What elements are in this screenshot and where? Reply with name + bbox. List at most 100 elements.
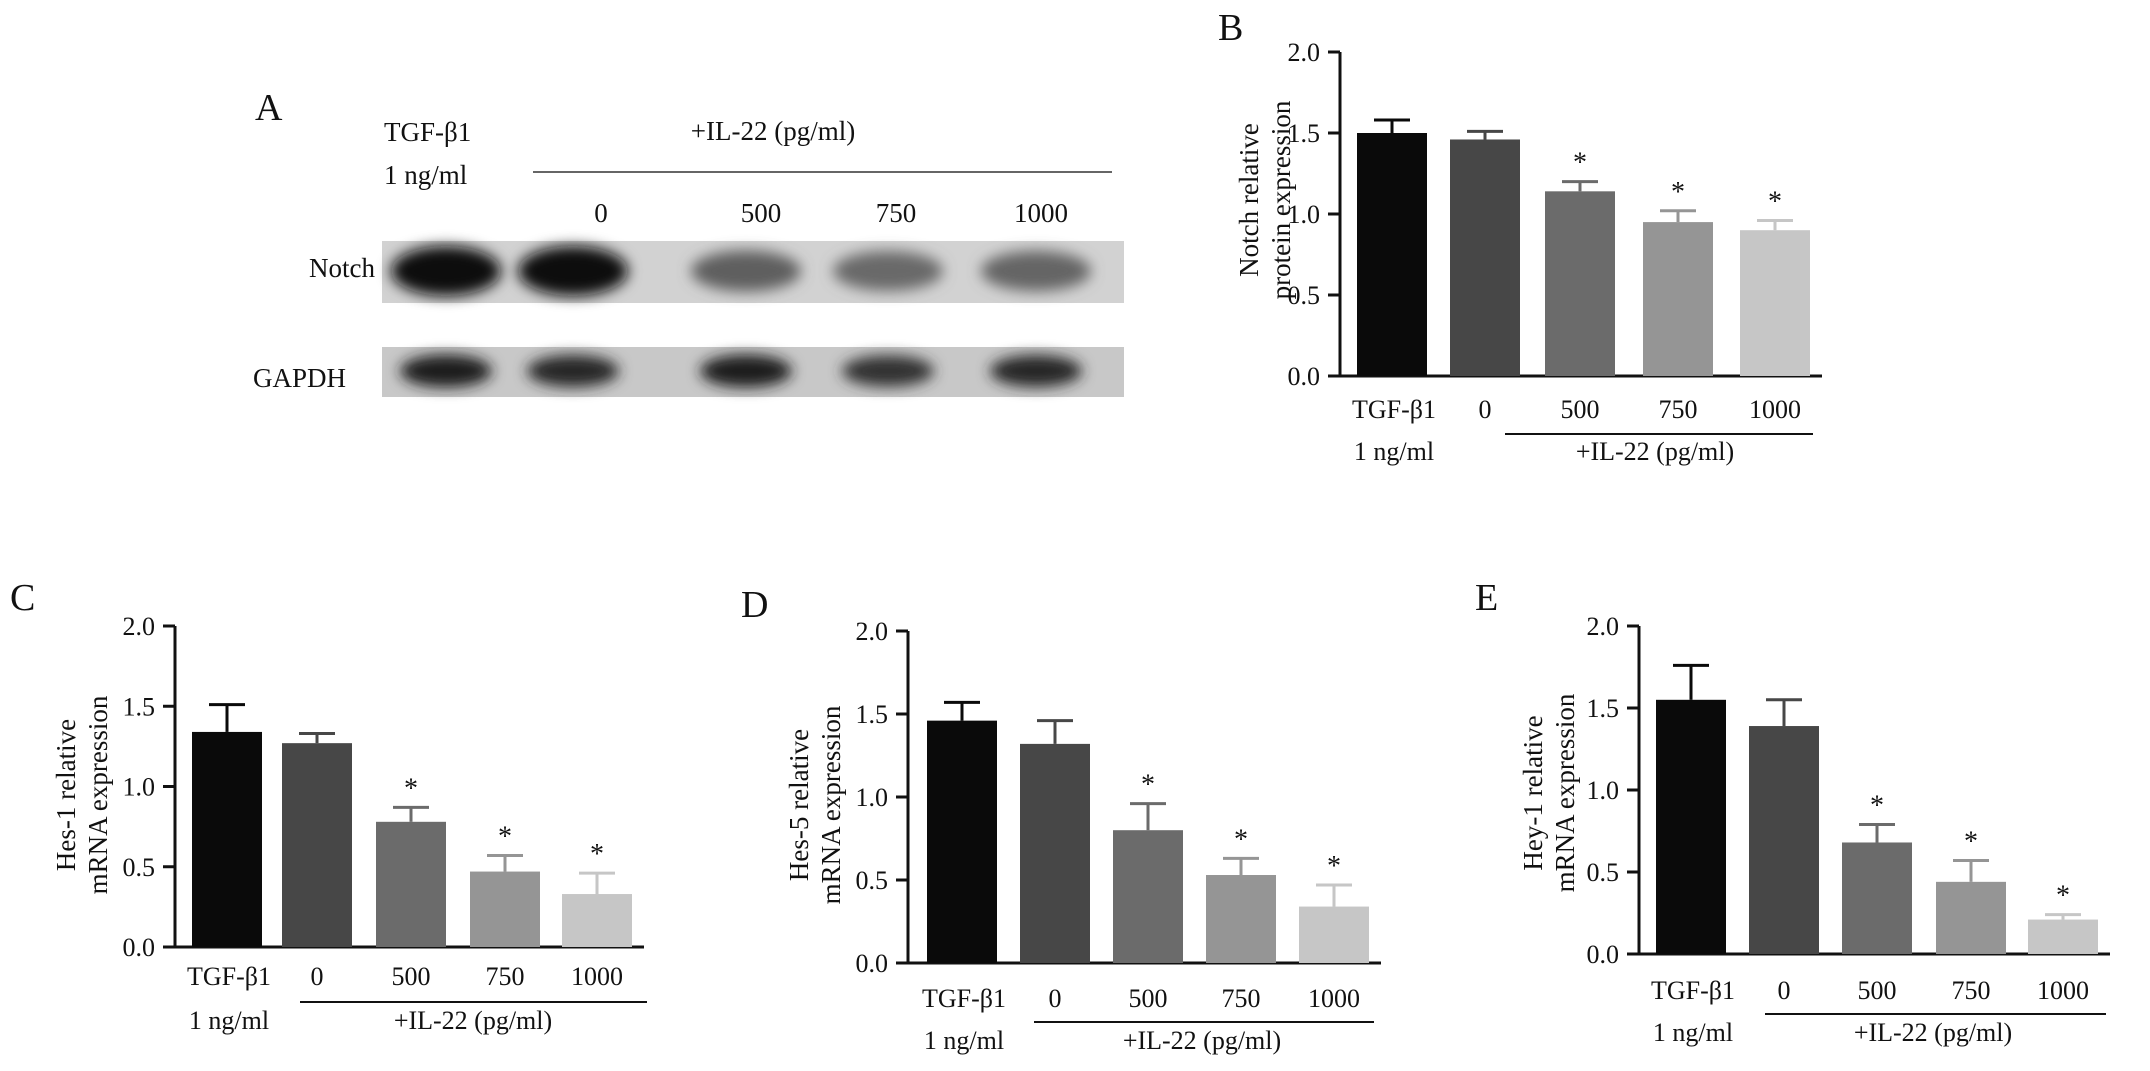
blot-bands-notch	[391, 246, 1091, 296]
y-tick-label: 1.0	[1587, 776, 1620, 805]
bar	[562, 894, 632, 947]
chart-panel-c: C 0.0 0.5 1.0 1.5 2.0 Hes-1 relative mRNA expr…	[10, 577, 647, 1035]
x-tick-label: 0	[1778, 976, 1791, 1005]
y-tick-label: 2.0	[856, 617, 889, 646]
significance-marker: *	[1870, 790, 1884, 821]
significance-marker: *	[1964, 827, 1978, 858]
x-tick-label: 500	[1129, 984, 1168, 1013]
x-tick-label: 500	[1561, 395, 1600, 424]
x-tick-label: 1000	[571, 962, 623, 991]
y-axis-title: Hey-1 relative	[1518, 715, 1548, 870]
blot-band	[700, 354, 792, 388]
bar	[1842, 842, 1912, 954]
y-axis-title: protein expression	[1266, 100, 1296, 299]
bar	[1299, 906, 1369, 963]
y-tick-label: 2.0	[1288, 38, 1321, 67]
panel-label-a: A	[255, 87, 283, 129]
x-sub-label: 1 ng/ml	[924, 1026, 1004, 1055]
x-tick-label: TGF-β1	[1352, 395, 1436, 424]
significance-marker: *	[404, 773, 418, 804]
blot-band	[833, 251, 943, 291]
x-tick-label: 500	[392, 962, 431, 991]
y-tick-label: 2.0	[123, 612, 156, 641]
y-tick-label: 0.5	[1288, 281, 1321, 310]
x-tick-label: 750	[1952, 976, 1991, 1005]
blot-band	[518, 246, 628, 296]
blot-band	[981, 250, 1091, 292]
significance-marker: *	[590, 839, 604, 870]
y-tick-label: 0.5	[856, 866, 889, 895]
x-tick-label: 1000	[2037, 976, 2089, 1005]
bar	[192, 731, 262, 947]
y-axis-title: mRNA expression	[83, 695, 113, 894]
x-tick-label: 0	[1479, 395, 1492, 424]
blot-dose-label: 0	[594, 198, 608, 228]
bar	[470, 871, 540, 947]
y-tick-label: 2.0	[1587, 612, 1620, 641]
blot-band	[691, 250, 801, 292]
bar	[1020, 743, 1090, 963]
y-tick-label: 0.0	[123, 933, 156, 962]
x-tick-label: 750	[1659, 395, 1698, 424]
bar	[1740, 230, 1810, 376]
x-tick-label: 1000	[1308, 984, 1360, 1013]
x-sub-label: 1 ng/ml	[1354, 437, 1434, 466]
bar	[1643, 222, 1713, 376]
y-tick-label: 0.0	[1288, 362, 1321, 391]
x-group-label: +IL-22 (pg/ml)	[1576, 437, 1734, 466]
significance-marker: *	[1671, 177, 1685, 208]
blot-treatment-dose: 1 ng/ml	[384, 160, 467, 190]
panel-label-d: D	[741, 584, 768, 626]
bar	[1450, 139, 1520, 376]
x-sub-label: 1 ng/ml	[1653, 1018, 1733, 1047]
x-tick-label: TGF-β1	[187, 962, 271, 991]
y-tick-label: 1.0	[123, 773, 156, 802]
chart-panel-e: E 0.0 0.5 1.0 1.5 2.0 Hey-1 relative mRNA expr…	[1475, 577, 2110, 1047]
y-tick-label: 1.5	[1587, 694, 1620, 723]
blot-group-label: +IL-22 (pg/ml)	[691, 116, 855, 146]
significance-marker: *	[2056, 881, 2070, 912]
x-tick-label: 500	[1858, 976, 1897, 1005]
y-axis-title: Notch relative	[1234, 123, 1264, 277]
y-tick-label: 1.5	[1288, 119, 1321, 148]
x-tick-label: 0	[1049, 984, 1062, 1013]
y-tick-label: 1.5	[856, 700, 889, 729]
significance-marker: *	[1234, 824, 1248, 855]
blot-treatment-label: TGF-β1	[384, 117, 471, 147]
blot-dose-label: 500	[741, 198, 782, 228]
bar	[376, 821, 446, 947]
x-tick-label: TGF-β1	[1651, 976, 1735, 1005]
chart-panel-d: D 0.0 0.5 1.0 1.5 2.0 Hes-5 relative mRNA expr…	[741, 584, 1381, 1055]
bar	[1936, 881, 2006, 954]
bar	[1749, 726, 1819, 954]
blot-band	[391, 246, 501, 296]
x-tick-label: 1000	[1749, 395, 1801, 424]
significance-marker: *	[1327, 851, 1341, 882]
y-axis-title: Hes-5 relative	[784, 729, 814, 881]
x-tick-label: 750	[486, 962, 525, 991]
y-axis-title: mRNA expression	[1550, 693, 1580, 892]
y-tick-label: 1.5	[123, 692, 156, 721]
bar	[1113, 830, 1183, 963]
panel-label-b: B	[1218, 7, 1243, 49]
blot-band	[990, 355, 1082, 387]
y-axis-title: mRNA expression	[816, 705, 846, 904]
x-group-label: +IL-22 (pg/ml)	[394, 1006, 552, 1035]
blot-row-label-gapdh: GAPDH	[253, 363, 346, 393]
y-tick-label: 0.5	[1587, 858, 1620, 887]
significance-marker: *	[1573, 148, 1587, 179]
x-group-label: +IL-22 (pg/ml)	[1854, 1018, 2012, 1047]
significance-marker: *	[1141, 770, 1155, 801]
blot-bands-gapdh	[400, 354, 1082, 388]
y-axis-title: Hes-1 relative	[51, 719, 81, 871]
blot-row-label-notch: Notch	[309, 253, 375, 283]
panel-label-e: E	[1475, 577, 1498, 619]
bar	[1545, 191, 1615, 376]
y-tick-label: 1.0	[856, 783, 889, 812]
x-tick-label: TGF-β1	[922, 984, 1006, 1013]
y-tick-label: 1.0	[1288, 200, 1321, 229]
blot-band	[400, 354, 492, 388]
x-tick-label: 750	[1222, 984, 1261, 1013]
x-sub-label: 1 ng/ml	[189, 1006, 269, 1035]
